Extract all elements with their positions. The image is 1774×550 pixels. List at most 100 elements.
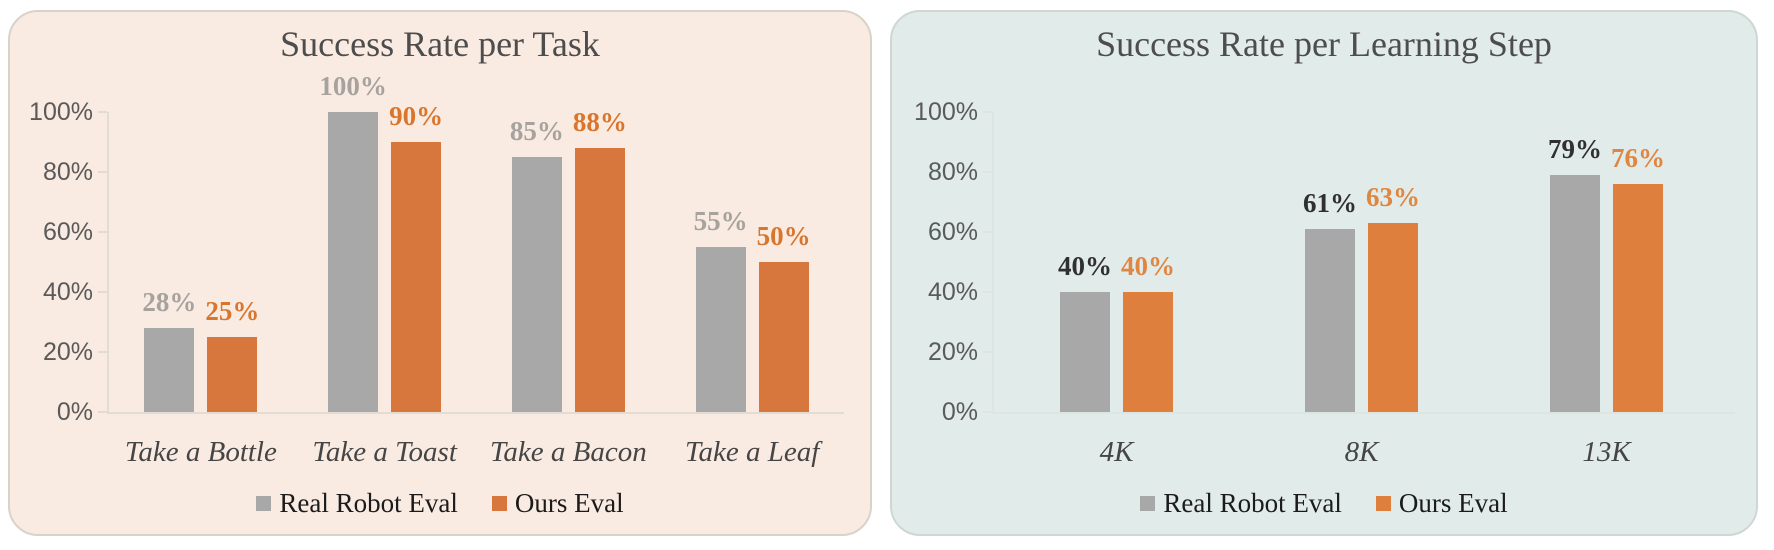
bar-ours-eval <box>1368 223 1418 412</box>
chart-area-learning-step: 100% 80% 60% 40% 20% 0% 40% 40% 61% 63% 79% 76% 4K 8K… <box>892 12 1756 534</box>
chart-title-learning-step: Success Rate per Learning Step <box>1096 24 1552 64</box>
bar-group-take-a-bacon: 85% 88% <box>509 108 627 412</box>
y-axis-line <box>992 112 994 412</box>
bar-ours-eval <box>1123 292 1173 412</box>
chart-panel-success-rate-per-learning-step: Success Rate per Learning Step 100% 80% 60… <box>890 10 1758 536</box>
bar-wrap: 90% <box>389 102 443 412</box>
bar-wrap: 88% <box>573 108 627 412</box>
bar-value-label: 79% <box>1548 134 1602 164</box>
y-axis-line <box>107 112 109 412</box>
legend-label: Ours Eval <box>1398 488 1508 518</box>
bar-group-take-a-bottle: 28% 25% <box>142 112 260 412</box>
bar-wrap: 76% <box>1611 144 1665 412</box>
y-axis-tick-mark <box>98 411 107 413</box>
legend: Real Robot Eval Ours Eval <box>892 488 1756 518</box>
y-axis-tick-mark <box>983 231 992 233</box>
bar-value-label: 61% <box>1303 188 1357 218</box>
bar-value-label: 85% <box>509 116 564 146</box>
legend: Real Robot Eval Ours Eval <box>10 488 870 518</box>
plot-area: 28% 25% 100% 90% 85% 88% 55% 50% <box>109 72 844 412</box>
bar-value-label: 55% <box>693 206 748 236</box>
legend-label: Ours Eval <box>514 488 624 518</box>
bar-ours-eval <box>758 262 809 412</box>
y-axis-tick-mark <box>983 351 992 353</box>
y-axis-tick-label: 100% <box>29 98 93 126</box>
y-axis-tick-label: 20% <box>927 338 978 366</box>
bar-value-label: 40% <box>1058 251 1112 281</box>
y-axis-tick-label: 0% <box>941 398 978 426</box>
y-axis-tick-label: 0% <box>56 398 93 426</box>
bar-real-robot-eval <box>144 328 195 412</box>
bar-ours-eval <box>391 142 442 412</box>
bar-real-robot-eval <box>328 112 379 412</box>
bar-group-take-a-toast: 100% 90% <box>319 72 443 412</box>
bar-wrap: 40% <box>1121 252 1175 412</box>
x-axis-line <box>992 412 1735 414</box>
x-axis-labels: Take a Bottle Take a Toast Take a Bacon Tak… <box>109 434 844 470</box>
bar-group-4k: 40% 40% <box>1058 112 1175 412</box>
legend-item-ours-eval: Ours Eval <box>491 488 624 518</box>
bar-real-robot-eval <box>511 157 562 412</box>
bar-ours-eval <box>1613 184 1663 412</box>
bar-wrap: 55% <box>694 207 748 412</box>
bar-value-label: 25% <box>205 296 260 326</box>
bar-value-label: 63% <box>1366 182 1420 212</box>
chart-title-task: Success Rate per Task <box>280 24 600 64</box>
bar-wrap: 63% <box>1366 183 1420 412</box>
legend-swatch-icon <box>491 495 507 511</box>
x-axis-line <box>107 412 844 414</box>
bar-real-robot-eval <box>1305 229 1355 412</box>
y-axis-tick-mark <box>98 171 107 173</box>
x-axis-labels: 4K 8K 13K <box>994 434 1729 470</box>
y-axis-tick-label: 60% <box>927 218 978 246</box>
bar-value-label: 28% <box>142 287 197 317</box>
y-axis-tick-label: 40% <box>42 278 93 306</box>
y-axis-tick-mark <box>98 231 107 233</box>
bar-value-label: 76% <box>1611 143 1665 173</box>
legend-label: Real Robot Eval <box>279 488 458 518</box>
bar-wrap: 40% <box>1058 252 1112 412</box>
legend-label: Real Robot Eval <box>1163 488 1342 518</box>
bar-value-label: 90% <box>389 101 444 131</box>
x-axis-category-label: Take a Bottle <box>124 436 277 468</box>
y-axis-tick-label: 100% <box>914 98 978 126</box>
bar-value-label: 40% <box>1121 251 1175 281</box>
bar-group-8k: 61% 63% <box>1303 112 1420 412</box>
bar-wrap: 50% <box>757 222 811 412</box>
legend-item-real-robot-eval: Real Robot Eval <box>1140 488 1342 518</box>
y-axis-tick-label: 20% <box>42 338 93 366</box>
bar-wrap: 100% <box>319 72 387 412</box>
legend-swatch-icon <box>1140 495 1156 511</box>
y-axis-tick-mark <box>98 111 107 113</box>
x-axis-category-label: 8K <box>1344 436 1379 468</box>
bar-group-13k: 79% 76% <box>1548 112 1665 412</box>
x-axis-category-label: 4K <box>1099 436 1134 468</box>
y-axis-tick-mark <box>983 291 992 293</box>
bar-group-take-a-leaf: 55% 50% <box>694 112 811 412</box>
x-axis-category-label: Take a Leaf <box>684 436 820 468</box>
x-axis-category-label: Take a Bacon <box>489 436 647 468</box>
bar-wrap: 79% <box>1548 135 1602 412</box>
bar-real-robot-eval <box>695 247 746 412</box>
y-axis-tick-label: 40% <box>927 278 978 306</box>
bar-value-label: 88% <box>572 107 627 137</box>
bar-ours-eval <box>207 337 258 412</box>
legend-swatch-icon <box>256 495 272 511</box>
x-axis-category-label: Take a Toast <box>312 436 457 468</box>
bar-real-robot-eval <box>1060 292 1110 412</box>
bar-wrap: 28% <box>142 288 196 412</box>
bar-ours-eval <box>574 148 625 412</box>
y-axis-tick-label: 80% <box>927 158 978 186</box>
x-axis-category-label: 13K <box>1582 436 1631 468</box>
legend-swatch-icon <box>1375 495 1391 511</box>
bar-real-robot-eval <box>1550 175 1600 412</box>
y-axis-tick-mark <box>983 111 992 113</box>
y-axis-tick-label: 60% <box>42 218 93 246</box>
plot-area: 40% 40% 61% 63% 79% 76% <box>994 112 1729 412</box>
y-axis-tick-mark <box>98 291 107 293</box>
legend-item-ours-eval: Ours Eval <box>1375 488 1508 518</box>
chart-area-task: 100% 80% 60% 40% 20% 0% 28% 25% 100% 90% 85% 88% 55%… <box>10 12 870 534</box>
y-axis-tick-mark <box>98 351 107 353</box>
y-axis-tick-label: 80% <box>42 158 93 186</box>
